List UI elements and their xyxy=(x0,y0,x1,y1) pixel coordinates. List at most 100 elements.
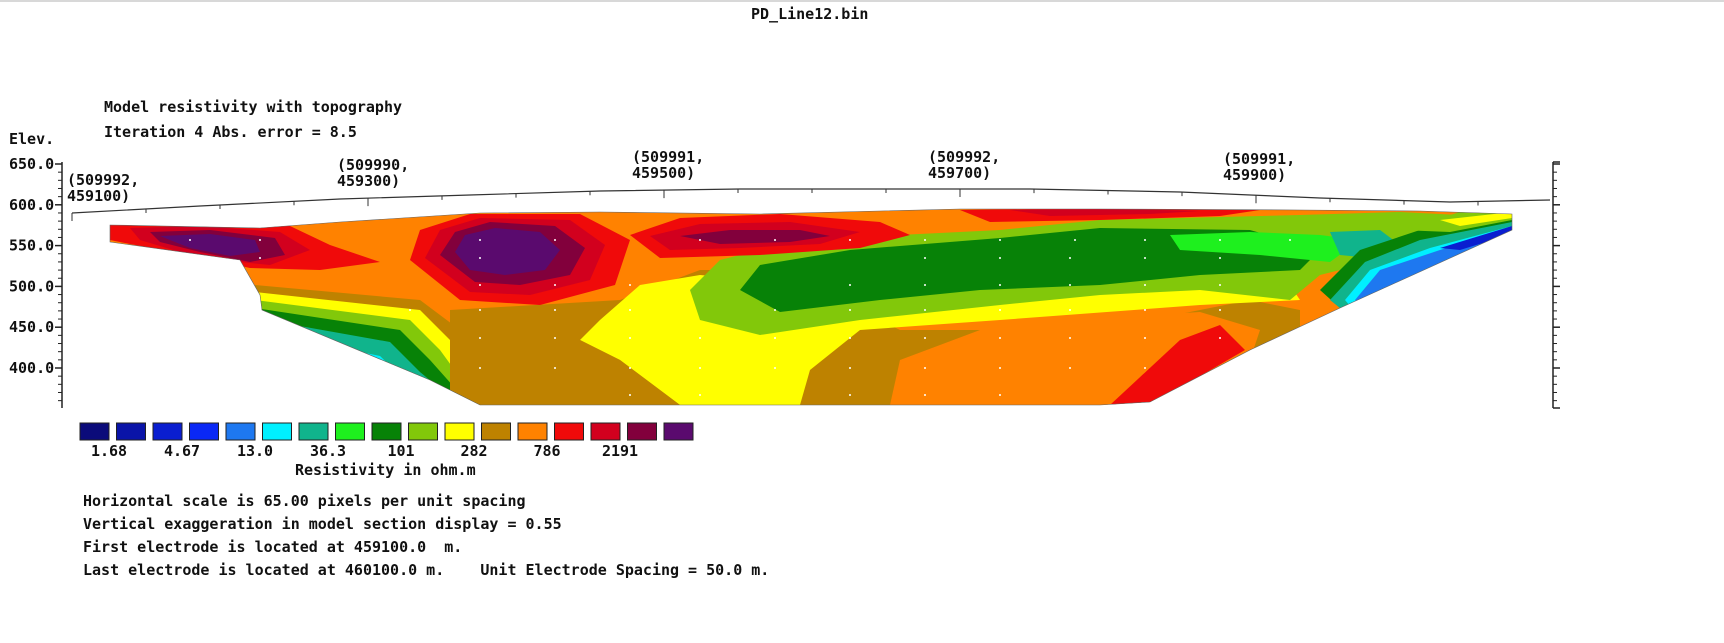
model-cell-dot xyxy=(189,239,191,241)
colorbar-swatch xyxy=(590,422,621,441)
model-cell-dot xyxy=(924,284,926,286)
anomaly-top-crimson xyxy=(1010,209,1200,216)
colorbar-swatch xyxy=(481,422,511,441)
model-cell-dot xyxy=(259,239,261,241)
model-cell-dot xyxy=(554,367,556,369)
model-cell-dot xyxy=(1069,257,1071,259)
model-cell-dot xyxy=(1289,239,1291,241)
model-cell-dot xyxy=(479,309,481,311)
footer-first-electrode: First electrode is located at 459100.0 m… xyxy=(83,538,463,556)
topography-line xyxy=(71,188,1551,214)
model-cell-dot xyxy=(1219,337,1221,339)
model-cell-dot xyxy=(479,337,481,339)
section-outline xyxy=(109,208,1513,406)
model-cell-dot xyxy=(849,284,851,286)
model-cell-dot xyxy=(699,394,701,396)
model-cell-dot xyxy=(774,367,776,369)
model-cell-dot xyxy=(629,367,631,369)
y-tick-label: 650.0 xyxy=(9,155,54,173)
model-cell-dot xyxy=(699,239,701,241)
model-cell-dot xyxy=(849,239,851,241)
colorbar-swatch xyxy=(79,422,110,441)
model-cell-dot xyxy=(1219,239,1221,241)
x-coord-easting: (509991, xyxy=(632,148,704,166)
contour-right-yellow xyxy=(1440,212,1512,226)
model-cell-dot xyxy=(774,309,776,311)
x-coord-easting: (509990, xyxy=(337,156,409,174)
colorbar-labels: 1.68 4.67 13.0 36.3 101 282 786 2191 xyxy=(91,442,638,460)
y-tick-labels: 650.0 600.0 550.0 500.0 450.0 400.0 xyxy=(9,155,54,377)
model-cell-dot xyxy=(479,257,481,259)
model-cell-dot xyxy=(629,284,631,286)
model-cell-dot xyxy=(1074,239,1076,241)
model-cell-dot xyxy=(999,367,1001,369)
colorbar-label: 2191 xyxy=(602,442,638,460)
contour-right-red xyxy=(1110,325,1245,405)
colorbar-swatch xyxy=(408,422,438,441)
colorbar xyxy=(79,422,694,441)
model-cell-dot xyxy=(1144,337,1146,339)
model-cell-dots xyxy=(189,239,1291,396)
footer-last-electrode: Last electrode is located at 460100.0 m.… xyxy=(83,561,770,579)
model-cell-dot xyxy=(1144,284,1146,286)
model-cell-dot xyxy=(999,337,1001,339)
colorbar-swatch xyxy=(262,422,292,441)
y-tick-label: 450.0 xyxy=(9,318,54,336)
model-cell-dot xyxy=(554,337,556,339)
model-cell-dot xyxy=(924,239,926,241)
y-tick-label: 550.0 xyxy=(9,237,54,255)
axes xyxy=(61,161,1560,409)
x-coord-northing: 459500) xyxy=(632,164,695,182)
model-cell-dot xyxy=(999,239,1001,241)
colorbar-label: 282 xyxy=(460,442,487,460)
colorbar-label: 101 xyxy=(387,442,414,460)
model-cell-dot xyxy=(1144,239,1146,241)
contour-green-dark xyxy=(740,228,1320,312)
model-cell-dot xyxy=(1219,284,1221,286)
colorbar-swatch xyxy=(225,422,256,441)
y-tick-label: 500.0 xyxy=(9,277,54,295)
window-title: PD_Line12.bin xyxy=(751,5,869,23)
colorbar-label: 13.0 xyxy=(237,442,273,460)
model-cell-dot xyxy=(849,309,851,311)
x-coord-easting: (509991, xyxy=(1223,150,1295,168)
model-cell-dot xyxy=(1219,257,1221,259)
y-ticks xyxy=(55,163,1560,402)
model-cell-dot xyxy=(629,309,631,311)
x-coord-northing: 459900) xyxy=(1223,166,1286,184)
colorbar-title: Resistivity in ohm.m xyxy=(295,461,476,479)
colorbar-swatch xyxy=(517,422,548,441)
contour-right-blue xyxy=(1440,226,1512,250)
model-cell-dot xyxy=(999,309,1001,311)
anomaly-right-maroon xyxy=(680,230,830,244)
model-cell-dot xyxy=(1144,367,1146,369)
model-cell-dot xyxy=(1219,309,1221,311)
model-cell-dot xyxy=(1069,284,1071,286)
iteration-line: Iteration 4 Abs. error = 8.5 xyxy=(104,123,357,141)
contour-green-bright xyxy=(1170,232,1360,262)
colorbar-label: 1.68 xyxy=(91,442,127,460)
model-title: Model resistivity with topography xyxy=(104,98,403,116)
colorbar-label: 786 xyxy=(533,442,560,460)
model-cell-dot xyxy=(774,239,776,241)
model-cell-dot xyxy=(999,284,1001,286)
x-coord-northing: 459700) xyxy=(928,164,991,182)
model-cell-dot xyxy=(479,284,481,286)
elev-label: Elev. xyxy=(9,130,55,148)
x-coord-easting: (509992, xyxy=(928,148,1000,166)
y-tick-label: 400.0 xyxy=(9,359,54,377)
model-cell-dot xyxy=(479,367,481,369)
contour-center-brown-lobe xyxy=(540,340,680,405)
model-cell-dot xyxy=(924,394,926,396)
model-cell-dot xyxy=(924,309,926,311)
anomaly-left-purple xyxy=(160,234,260,256)
anomaly-mid-purple xyxy=(455,228,560,275)
colorbar-swatch xyxy=(189,422,219,441)
colorbar-swatch xyxy=(663,422,694,441)
model-cell-dot xyxy=(259,257,261,259)
model-cell-dot xyxy=(999,394,1001,396)
footer-vertical-exaggeration: Vertical exaggeration in model section d… xyxy=(83,515,562,533)
model-cell-dot xyxy=(774,337,776,339)
colorbar-swatch xyxy=(444,422,475,441)
